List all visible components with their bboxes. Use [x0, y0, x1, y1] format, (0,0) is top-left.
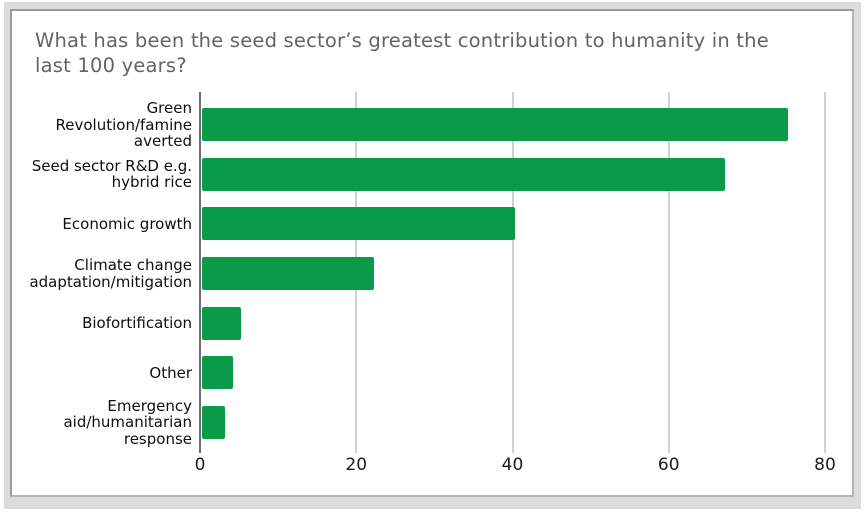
gridline [667, 92, 670, 447]
x-tick-label: 60 [657, 455, 680, 475]
x-tick-label: 20 [345, 455, 368, 475]
category-label-line: Economic growth [62, 214, 192, 233]
bar [202, 207, 515, 241]
bar [202, 356, 234, 390]
chart-panel: What has been the seed sector’s greatest… [10, 9, 854, 497]
category-label: Climate change adaptation/mitigation [12, 249, 192, 299]
category-label-line: Emergency [107, 396, 192, 415]
bar [202, 157, 726, 191]
chart-title: What has been the seed sector’s greatest… [35, 28, 769, 78]
category-label-line: Revolution/famine [55, 115, 192, 134]
chart-row: Seed sector R&D e.g. hybrid rice [12, 150, 852, 200]
gridline [511, 92, 514, 447]
category-label-line: Other [149, 363, 192, 382]
tick-mark [824, 447, 826, 453]
category-label-line: Green [146, 99, 192, 118]
bar [202, 405, 226, 439]
category-label-line: Biofortification [82, 313, 192, 332]
category-label-line: adaptation/mitigation [29, 272, 192, 291]
tick-mark [667, 447, 670, 453]
category-label: Emergency aid/humanitarian response [12, 398, 192, 448]
category-label-line: Climate change [74, 256, 192, 275]
category-label: Economic growth [12, 199, 192, 249]
chart-area: Green Revolution/famine averted Seed sector… [12, 92, 852, 492]
x-tick-label: 80 [814, 455, 836, 475]
bar [202, 108, 788, 142]
bar-rows: Green Revolution/famine averted Seed sector… [12, 100, 852, 448]
chart-row: Climate change adaptation/mitigation [12, 249, 852, 299]
category-label: Seed sector R&D e.g. hybrid rice [12, 150, 192, 200]
chart-row: Other [12, 348, 852, 398]
category-label: Biofortification [12, 298, 192, 348]
category-label-line: aid/humanitarian [63, 413, 192, 432]
tick-mark [511, 447, 514, 453]
chart-row: Green Revolution/famine averted [12, 100, 852, 150]
category-label-line: averted [133, 132, 192, 151]
category-label: Other [12, 348, 192, 398]
category-label-line: response [123, 429, 192, 448]
chart-row: Emergency aid/humanitarian response [12, 398, 852, 448]
chart-row: Biofortification [12, 298, 852, 348]
bar [202, 306, 242, 340]
chart-row: Economic growth [12, 199, 852, 249]
category-label: Green Revolution/famine averted [12, 100, 192, 150]
bar [202, 257, 374, 291]
x-tick-label: 0 [194, 455, 206, 475]
x-tick-label: 40 [501, 455, 524, 475]
chart-title-line-2: last 100 years? [35, 54, 187, 77]
category-label-line: Seed sector R&D e.g. [31, 156, 192, 175]
category-label-line: hybrid rice [111, 173, 192, 192]
gridline [824, 92, 826, 447]
tick-mark [355, 447, 358, 453]
chart-title-line-1: What has been the seed sector’s greatest… [35, 29, 769, 52]
y-axis-baseline [199, 92, 201, 453]
